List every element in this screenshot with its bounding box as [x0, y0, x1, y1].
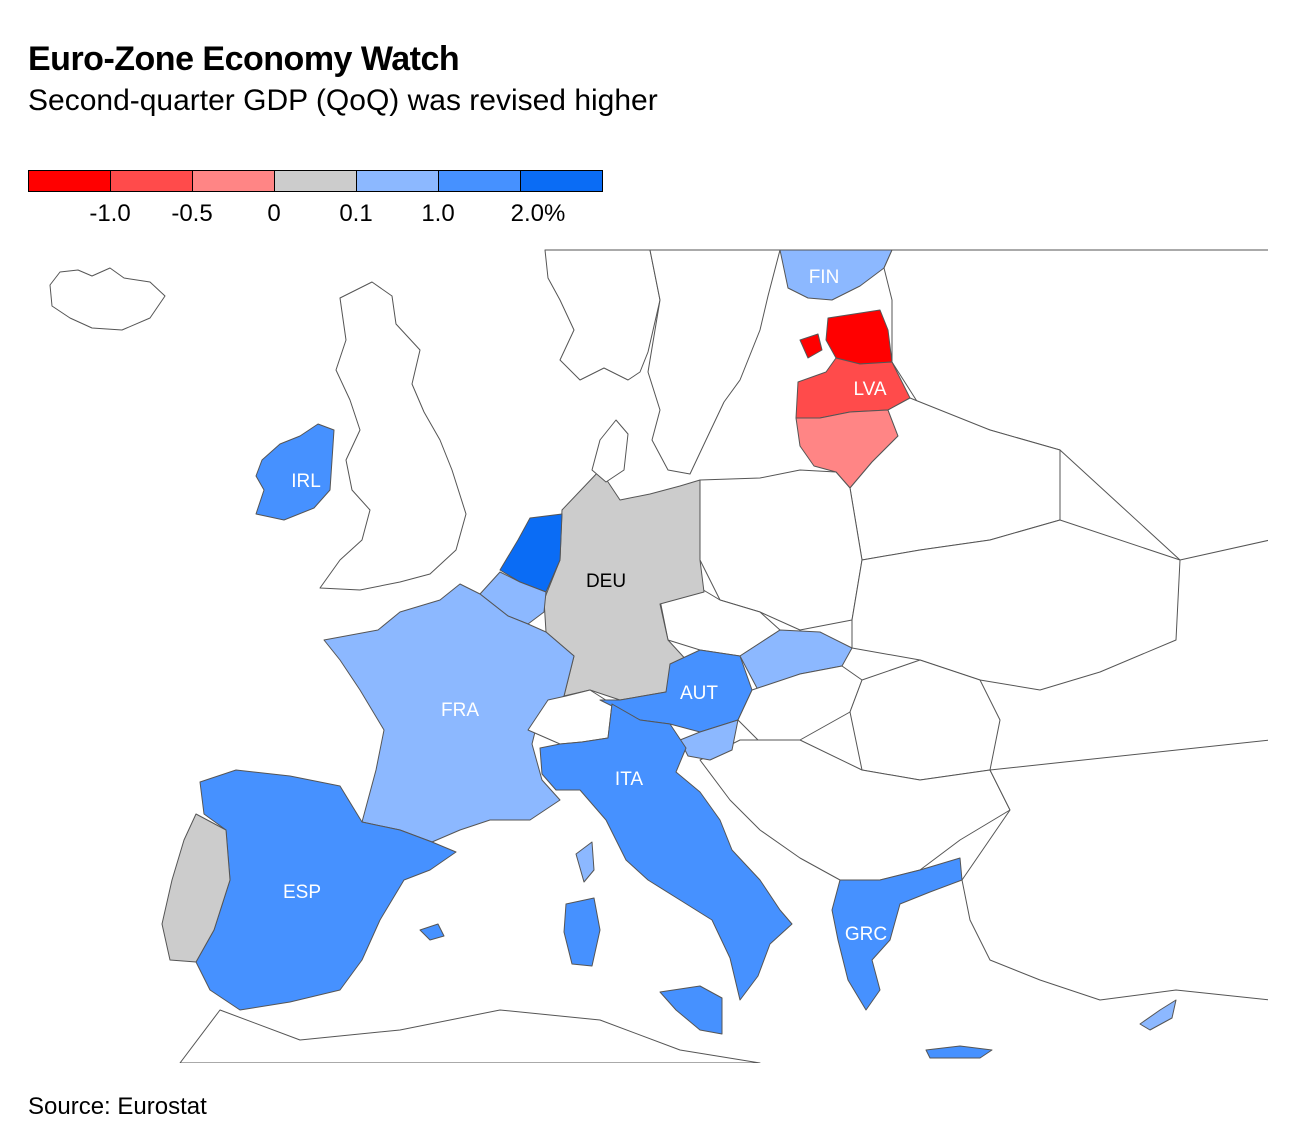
legend-swatch-7 — [521, 171, 602, 191]
legend-tick-6: 2.0% — [510, 200, 566, 227]
legend-tick-4: 0.1 — [339, 200, 373, 227]
label-irl: IRL — [291, 471, 321, 492]
label-fra: FRA — [441, 700, 479, 721]
color-legend: -1.0 -0.5 0 0.1 1.0 2.0% — [28, 170, 604, 230]
label-fin: FIN — [809, 267, 840, 288]
label-lva: LVA — [853, 379, 886, 400]
legend-tick-3: 0 — [267, 200, 281, 227]
country-balkans — [699, 739, 1011, 881]
country-est — [825, 309, 893, 365]
country-gbr — [319, 281, 467, 591]
island-cyprus — [1139, 999, 1177, 1031]
island-sicily — [659, 985, 723, 1035]
legend-swatch-1 — [29, 171, 111, 191]
country-irl — [255, 423, 335, 521]
label-esp: ESP — [283, 882, 321, 903]
country-svn — [679, 719, 739, 761]
legend-swatch-4 — [275, 171, 357, 191]
country-isl — [49, 267, 166, 331]
legend-swatch-6 — [439, 171, 521, 191]
island-sardinia — [563, 897, 601, 967]
legend-tick-2: -0.5 — [171, 200, 213, 227]
country-dnk — [591, 419, 629, 483]
island-est — [799, 333, 823, 359]
legend-tick-1: -1.0 — [89, 200, 131, 227]
legend-bar — [28, 170, 603, 192]
island-balearic — [419, 923, 445, 941]
europe-map: FIN LVA IRL DEU FRA AUT ITA ESP GRC — [49, 249, 1268, 1063]
country-n-africa — [179, 1009, 761, 1063]
label-grc: GRC — [845, 924, 887, 945]
legend-swatch-5 — [357, 171, 439, 191]
chart-title: Euro-Zone Economy Watch — [28, 40, 460, 78]
country-nor — [544, 249, 661, 381]
country-tur — [961, 739, 1268, 1001]
chart-subtitle: Second-quarter GDP (QoQ) was revised hig… — [28, 84, 658, 117]
legend-swatch-2 — [111, 171, 193, 191]
source-note: Source: Eurostat — [28, 1093, 207, 1120]
country-ita — [539, 703, 793, 1001]
label-deu: DEU — [586, 571, 626, 592]
legend-swatch-3 — [193, 171, 275, 191]
country-prt — [161, 813, 231, 963]
legend-tick-5: 1.0 — [421, 200, 455, 227]
country-swe — [647, 249, 781, 475]
island-corsica — [575, 841, 595, 883]
label-ita: ITA — [615, 769, 643, 790]
island-crete — [925, 1045, 993, 1059]
label-aut: AUT — [680, 683, 718, 704]
country-fra — [323, 583, 575, 843]
country-grc — [831, 857, 963, 1011]
